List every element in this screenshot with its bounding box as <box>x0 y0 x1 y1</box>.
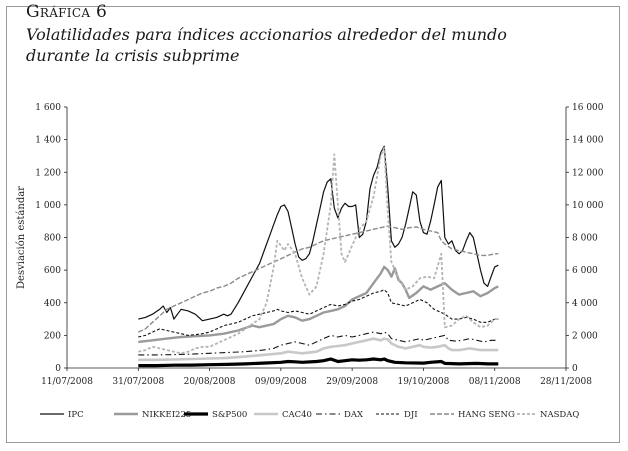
right-y-tick-label: 2 000 <box>572 331 598 341</box>
legend-entry: HANG SENG <box>430 410 515 420</box>
series-line-ipc <box>138 145 499 322</box>
series-line-hang-seng <box>138 225 499 333</box>
right-y-tick-label: 10 000 <box>572 201 604 211</box>
legend-label: NIKKEI225 <box>142 410 191 420</box>
plot-area <box>138 145 499 368</box>
figure-label: Gráfica 6 <box>26 2 108 22</box>
legend-entry: NIKKEI225 <box>114 410 191 420</box>
chart-axes: 0 200 400 600 800 1 000 1 200 1 400 1 600 0 2 000 4… <box>16 103 604 387</box>
legend-entry: S&P500 <box>184 410 247 420</box>
x-tick-label: 08/11/2008 <box>469 377 521 387</box>
legend-entry: DAX <box>316 410 364 420</box>
left-y-tick-label: 1 400 <box>35 136 61 146</box>
series-line-dax <box>138 331 499 356</box>
legend-entry: IPC <box>40 410 84 420</box>
series-line-nasdaq <box>138 146 499 355</box>
legend-label: HANG SENG <box>458 410 515 420</box>
series-line-cac40 <box>138 337 499 362</box>
left-y-tick-label: 800 <box>44 234 61 244</box>
legend-label: DJI <box>404 410 418 420</box>
legend-entry: NASDAQ <box>512 410 579 420</box>
left-y-tick-label: 200 <box>44 331 61 341</box>
x-tick-label: 29/09/2008 <box>326 377 378 387</box>
left-y-tick-label: 1 200 <box>35 168 61 178</box>
x-tick-label: 19/10/2008 <box>397 377 449 387</box>
x-tick-label: 28/11/2008 <box>540 377 592 387</box>
left-y-tick-label: 400 <box>44 299 61 309</box>
chart-title-line-2: durante la crisis subprime <box>26 46 240 65</box>
legend-label: IPC <box>68 410 84 420</box>
right-y-tick-label: 8 000 <box>572 234 598 244</box>
right-y-tick-label: 14 000 <box>572 136 604 146</box>
legend-label: CAC40 <box>282 410 312 420</box>
chart-legend: IPC NIKKEI225 S&P500 CAC40 DAX DJI HANG SENG NA… <box>40 410 579 420</box>
x-tick-label: 20/08/2008 <box>184 377 236 387</box>
left-y-tick-label: 1 000 <box>35 201 61 211</box>
left-y-tick-label: 0 <box>55 364 61 374</box>
left-y-tick-label: 600 <box>44 266 61 276</box>
legend-entry: CAC40 <box>254 410 312 420</box>
left-y-tick-label: 1 600 <box>35 103 61 113</box>
legend-label: S&P500 <box>212 410 247 420</box>
series-line-dji <box>138 289 499 338</box>
series-line-nikkei225 <box>138 265 499 344</box>
right-y-tick-label: 16 000 <box>572 103 604 113</box>
legend-entry: DJI <box>376 410 418 420</box>
x-tick-label: 31/07/2008 <box>112 377 164 387</box>
right-y-tick-label: 0 <box>572 364 578 374</box>
y-axis-title: Desviación estándar <box>16 186 27 289</box>
figure-frame <box>6 6 620 443</box>
legend-label: NASDAQ <box>540 410 579 420</box>
right-y-tick-label: 12 000 <box>572 168 604 178</box>
right-y-tick-label: 4 000 <box>572 299 598 309</box>
x-tick-label: 11/07/2008 <box>41 377 93 387</box>
series-line-s-p500 <box>138 357 499 368</box>
chart-title-line-1: Volatilidades para índices accionarios a… <box>26 25 507 44</box>
right-y-tick-label: 6 000 <box>572 266 598 276</box>
x-tick-label: 09/09/2008 <box>255 377 307 387</box>
legend-label: DAX <box>344 410 364 420</box>
chart-title: Volatilidades para índices accionarios a… <box>26 24 586 66</box>
